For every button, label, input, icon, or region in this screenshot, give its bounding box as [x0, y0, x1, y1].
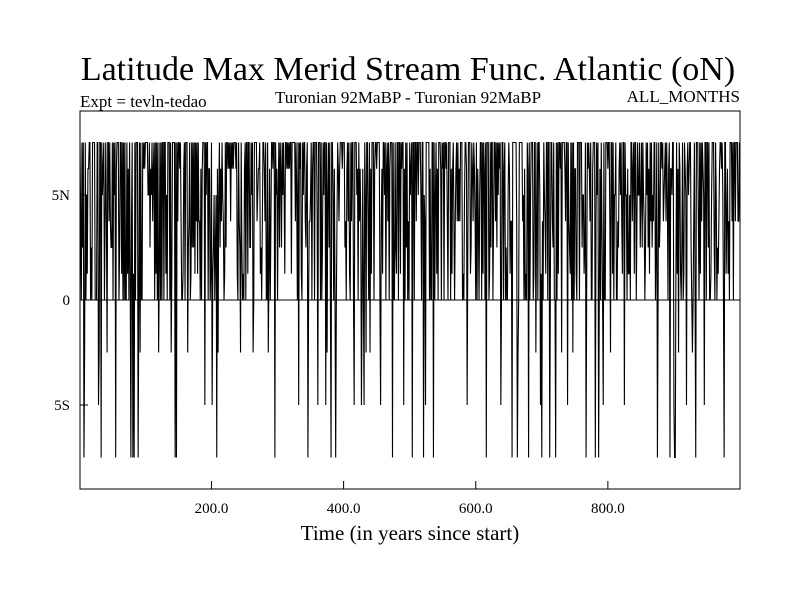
x-tick-label-1: 400.0 — [327, 501, 361, 517]
y-axis-ticks: 5N 0 5S — [52, 188, 88, 414]
subtitle-center: Turonian 92MaBP - Turonian 92MaBP — [275, 88, 541, 107]
x-axis-label: Time (in years since start) — [301, 521, 520, 545]
y-tick-label-0: 5N — [52, 188, 71, 204]
series-polyline — [79, 141, 741, 459]
subtitle-right: ALL_MONTHS — [627, 87, 740, 106]
x-tick-label-0: 200.0 — [195, 501, 229, 517]
y-tick-label-1: 0 — [63, 293, 71, 309]
x-tick-label-2: 600.0 — [459, 501, 493, 517]
x-tick-label-3: 800.0 — [591, 501, 625, 517]
chart-title: Latitude Max Merid Stream Func. Atlantic… — [81, 51, 735, 88]
x-axis-ticks: 200.0 400.0 600.0 800.0 — [195, 481, 625, 517]
subtitle-left: Expt = tevln-tedao — [80, 92, 207, 111]
series-line — [79, 141, 741, 459]
y-tick-label-2: 5S — [54, 398, 70, 414]
